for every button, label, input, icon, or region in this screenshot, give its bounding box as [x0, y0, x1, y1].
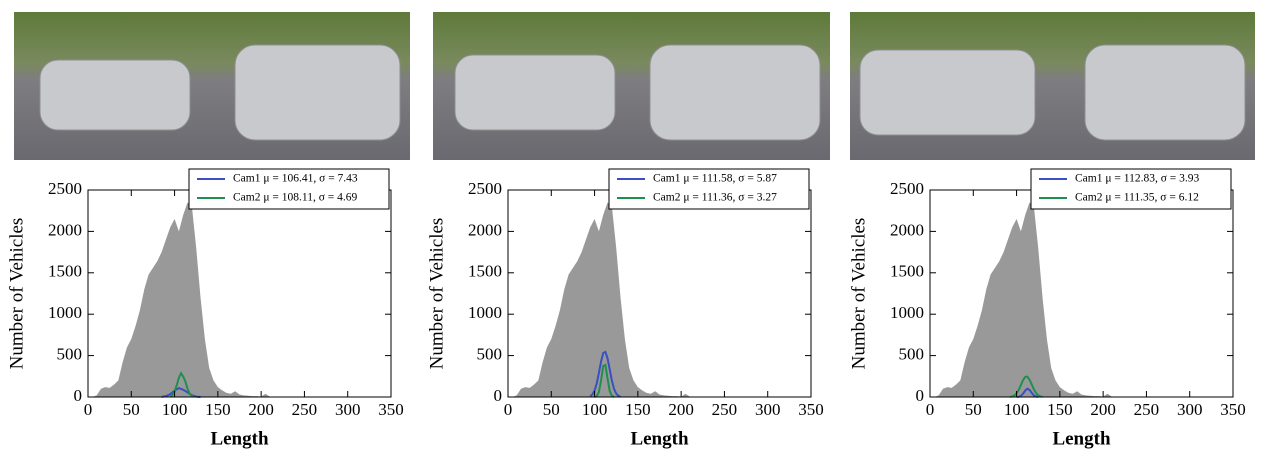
x-tick-label: 350: [378, 400, 404, 419]
y-tick-label: 2000: [48, 220, 82, 239]
y-tick-label: 1000: [890, 303, 924, 322]
y-axis-label: Number of Vehicles: [6, 218, 27, 370]
y-tick-label: 1000: [48, 303, 82, 322]
y-tick-label: 2500: [468, 179, 502, 198]
legend-box: [188, 168, 390, 210]
x-tick-label: 200: [248, 400, 274, 419]
x-tick-label: 150: [1047, 400, 1073, 419]
x-tick-label: 200: [1090, 400, 1116, 419]
legend-label: Cam1 μ = 112.83, σ = 3.93: [1075, 173, 1200, 185]
y-tick-label: 500: [899, 345, 925, 364]
car-shapes: [39, 44, 1246, 141]
x-axis-label: Length: [210, 428, 269, 449]
y-tick-label: 1500: [48, 262, 82, 281]
y-tick-label: 2500: [48, 179, 82, 198]
gaussian-line: [594, 363, 615, 398]
x-tick-label: 250: [712, 400, 738, 419]
y-axis-label: Number of Vehicles: [426, 218, 447, 370]
y-tick-label: 2000: [890, 220, 924, 239]
x-axis-label: Length: [630, 428, 689, 449]
x-tick-label: 50: [543, 400, 560, 419]
chart: 0 50 100 150 200 250 300 350 0 500 1000 1500 2000 250…: [6, 168, 404, 449]
chart: 0 50 100 150 200 250 300 350 0 500 1000 1500 2000 250…: [848, 168, 1246, 449]
gaussian-line: [1016, 387, 1039, 398]
x-tick-label: 300: [1177, 400, 1203, 419]
x-tick-label: 50: [965, 400, 982, 419]
legend-label: Cam1 μ = 106.41, σ = 7.43: [233, 173, 358, 185]
gaussian-line: [589, 350, 621, 398]
y-tick-label: 2000: [468, 220, 502, 239]
x-tick-label: 250: [292, 400, 318, 419]
gaussian-line: [1009, 375, 1043, 398]
legend-box: [608, 168, 810, 210]
x-tick-label: 350: [798, 400, 824, 419]
x-tick-label: 350: [1220, 400, 1246, 419]
y-tick-label: 1000: [468, 303, 502, 322]
photos: [14, 12, 1255, 160]
x-tick-label: 150: [205, 400, 231, 419]
x-tick-label: 100: [582, 400, 608, 419]
y-axis-label: Number of Vehicles: [848, 218, 869, 370]
x-tick-label: 0: [504, 400, 513, 419]
chart: 0 50 100 150 200 250 300 350 0 500 1000 1500 2000 250…: [426, 168, 824, 449]
legend-label: Cam2 μ = 111.35, σ = 6.12: [1075, 192, 1199, 204]
y-tick-label: 500: [57, 345, 83, 364]
y-tick-label: 0: [74, 386, 83, 405]
x-tick-label: 100: [1004, 400, 1030, 419]
x-tick-label: 0: [926, 400, 935, 419]
x-tick-label: 50: [123, 400, 140, 419]
x-tick-label: 250: [1134, 400, 1160, 419]
y-tick-label: 2500: [890, 179, 924, 198]
legend-box: [1030, 168, 1232, 210]
y-tick-label: 1500: [468, 262, 502, 281]
x-tick-label: 100: [162, 400, 188, 419]
x-axis-label: Length: [1052, 428, 1111, 449]
histogram-area: [508, 202, 811, 397]
y-tick-label: 0: [494, 386, 503, 405]
y-tick-label: 1500: [890, 262, 924, 281]
y-tick-label: 0: [916, 386, 925, 405]
legend-label: Cam2 μ = 108.11, σ = 4.69: [233, 192, 358, 204]
x-tick-label: 300: [335, 400, 361, 419]
legend-label: Cam2 μ = 111.36, σ = 3.27: [653, 192, 777, 204]
x-tick-label: 150: [625, 400, 651, 419]
histogram-area: [930, 202, 1233, 397]
y-tick-label: 500: [477, 345, 503, 364]
x-tick-label: 300: [755, 400, 781, 419]
x-tick-label: 200: [668, 400, 694, 419]
histogram-area: [88, 202, 391, 397]
x-tick-label: 0: [84, 400, 93, 419]
legend-label: Cam1 μ = 111.58, σ = 5.87: [653, 173, 777, 185]
